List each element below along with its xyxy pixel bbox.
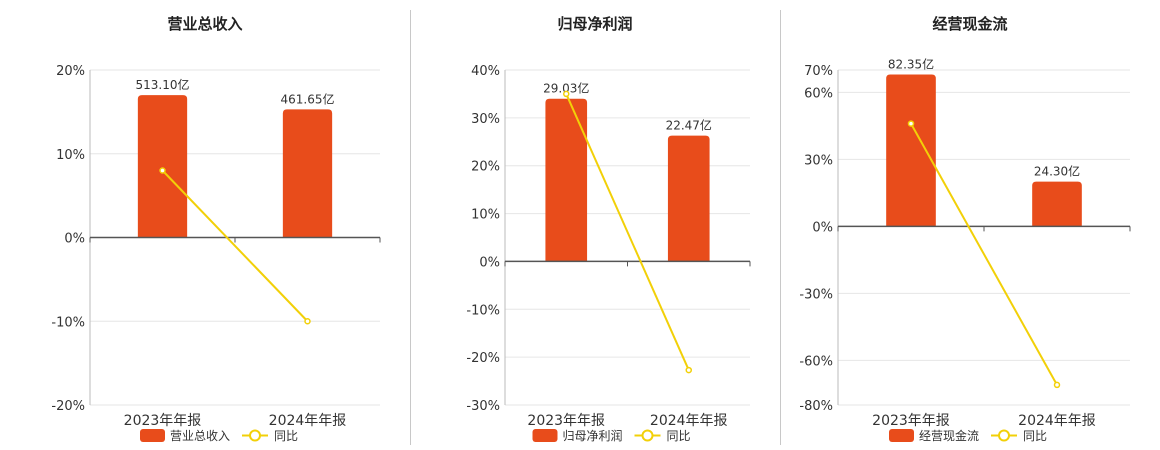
legend-line-marker [249,429,261,442]
series-line-yoy [161,169,309,322]
bar-data-label: 82.35亿 [888,56,934,71]
line-point [907,120,915,127]
line-point [685,366,692,374]
y-tick-label: -20% [466,351,500,366]
legend-label: 营业总收入 [170,429,230,443]
bar-data-label: 24.30亿 [1034,164,1080,179]
y-tick-label: 10% [471,208,500,223]
legend-line-marker [641,429,654,442]
y-tick-label: 0% [64,232,85,247]
chart-title: 经营现金流 [932,15,1008,33]
y-tick-label: 20% [56,64,85,79]
x-category-label: 2023年年报 [872,413,950,429]
x-category-label: 2024年年报 [1018,413,1096,429]
chart-title: 归母净利润 [557,15,633,33]
chart-title: 营业总收入 [167,15,243,33]
y-tick-label: -30% [466,399,500,414]
panel-divider [410,10,411,445]
legend-bar-swatch [889,429,914,442]
y-tick-label: -60% [799,354,833,369]
line-point [304,318,311,325]
legend-line-marker [998,429,1010,442]
legend-bar-swatch [140,429,165,442]
y-tick-label: -10% [51,315,85,330]
line-point [159,167,166,174]
chart-net-profit: 40% 30% 20% 10% 0% -10% -20% -30% 29.03亿 22.47亿 20… [466,64,751,443]
panel-divider [780,10,781,445]
bar-data-label: 22.47亿 [666,118,712,133]
legend-label: 同比 [667,429,691,443]
chart-cashflow: 70% 60% 30% 0% -30% -60% -80% 82.35亿 24.30亿 2023年… [799,56,1131,443]
y-tick-label: 60% [804,86,833,101]
legend-label: 经营现金流 [919,428,979,443]
bar [1032,181,1082,227]
y-tick-label: 70% [804,64,833,79]
y-tick-label: 30% [804,153,833,168]
series-line-yoy [910,123,1058,386]
bar-data-label: 29.03亿 [543,81,589,96]
y-tick-label: -30% [799,287,833,302]
x-category-label: 2023年年报 [527,413,605,429]
bar [545,98,588,262]
chart-revenue: 20% 10% 0% -10% -20% 513.10亿 461.65亿 2023年年报 202… [51,64,381,443]
legend-label: 同比 [1023,429,1047,443]
line-point [1053,381,1061,389]
x-category-label: 2024年年报 [650,413,728,429]
y-tick-label: 40% [471,64,500,79]
y-tick-label: -10% [466,303,500,318]
bar [282,109,333,238]
bar-data-label: 513.10亿 [136,77,190,92]
y-tick-label: 0% [479,255,500,270]
y-tick-label: -80% [799,399,833,414]
bar [667,135,710,262]
bar-data-label: 461.65亿 [281,91,335,106]
y-tick-label: 20% [471,160,500,175]
legend-bar-swatch [532,429,558,442]
legend-label: 同比 [274,429,298,443]
y-tick-label: 0% [812,220,833,235]
chart-panel-revenue: 营业总收入 20% 10% 0% -10% -20% 513.10亿 461.65亿 2023… [0,0,410,450]
bar [886,74,936,227]
series-line-yoy [565,93,690,371]
y-tick-label: 10% [56,148,85,163]
bar [137,95,188,238]
x-category-label: 2024年年报 [269,413,347,429]
chart-panel-cashflow: 经营现金流 70% 60% 30% 0% -30% -60% -80% 82.35亿 24.30… [780,0,1160,450]
y-tick-label: 30% [471,112,500,127]
line-point [563,90,570,98]
y-tick-label: -20% [51,399,85,414]
legend-label: 归母净利润 [563,429,623,443]
chart-panel-net-profit: 归母净利润 40% 30% 20% 10% 0% -10% -20% -30% 29.03亿 22… [410,0,780,450]
x-category-label: 2023年年报 [124,413,202,429]
